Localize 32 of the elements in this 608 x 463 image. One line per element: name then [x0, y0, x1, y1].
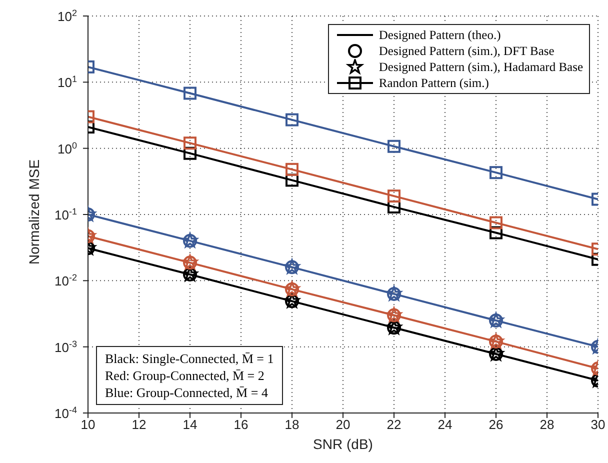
- legend-label: Randon Pattern (sim.): [378, 75, 489, 91]
- point: [286, 162, 298, 176]
- point: [388, 140, 400, 153]
- annotation: Red: Group-Connected, M̄ = 2: [105, 367, 266, 384]
- x-tick-label: 12: [132, 417, 146, 432]
- x-tick-label: 28: [540, 417, 554, 432]
- legend-label: Designed Pattern (sim.), DFT Base: [378, 43, 554, 59]
- x-tick-label: 14: [182, 417, 198, 432]
- legend-label: Designed Pattern (sim.), Hadamard Base: [378, 59, 583, 75]
- x-tick-label: 22: [386, 417, 402, 432]
- x-tick-label: 24: [438, 417, 452, 432]
- y-tick-label: 10$^{2}$: [58, 8, 77, 24]
- y-axis-title: Normalized MSE: [26, 159, 42, 264]
- legend-label: Designed Pattern (theo.): [378, 27, 501, 43]
- x-tick-label: 30: [590, 417, 606, 432]
- x-tick-label: 26: [488, 417, 504, 432]
- point: [388, 190, 400, 203]
- x-axis-title: SNR (dB): [313, 436, 373, 452]
- y-tick-label: 10$^{-1}$: [54, 206, 77, 222]
- x-tick-label: 18: [284, 417, 300, 432]
- point: [286, 113, 298, 126]
- point: [286, 174, 298, 187]
- y-tick-label: 10$^{-4}$: [54, 405, 77, 421]
- y-tick-label: 10$^{-3}$: [54, 338, 77, 355]
- x-tick-label: 20: [336, 417, 350, 432]
- y-tick-label: 10$^{-2}$: [54, 272, 77, 289]
- y-tick-label: 10$^{1}$: [58, 74, 77, 90]
- annotation: Blue: Group-Connected, M̄ = 4: [105, 384, 269, 401]
- y-tick-label: 10$^{0}$: [58, 140, 77, 156]
- annotation: Black: Single-Connected, M̄ = 1: [105, 350, 274, 367]
- x-tick-label: 10: [80, 417, 96, 432]
- x-tick-label: 16: [234, 417, 248, 432]
